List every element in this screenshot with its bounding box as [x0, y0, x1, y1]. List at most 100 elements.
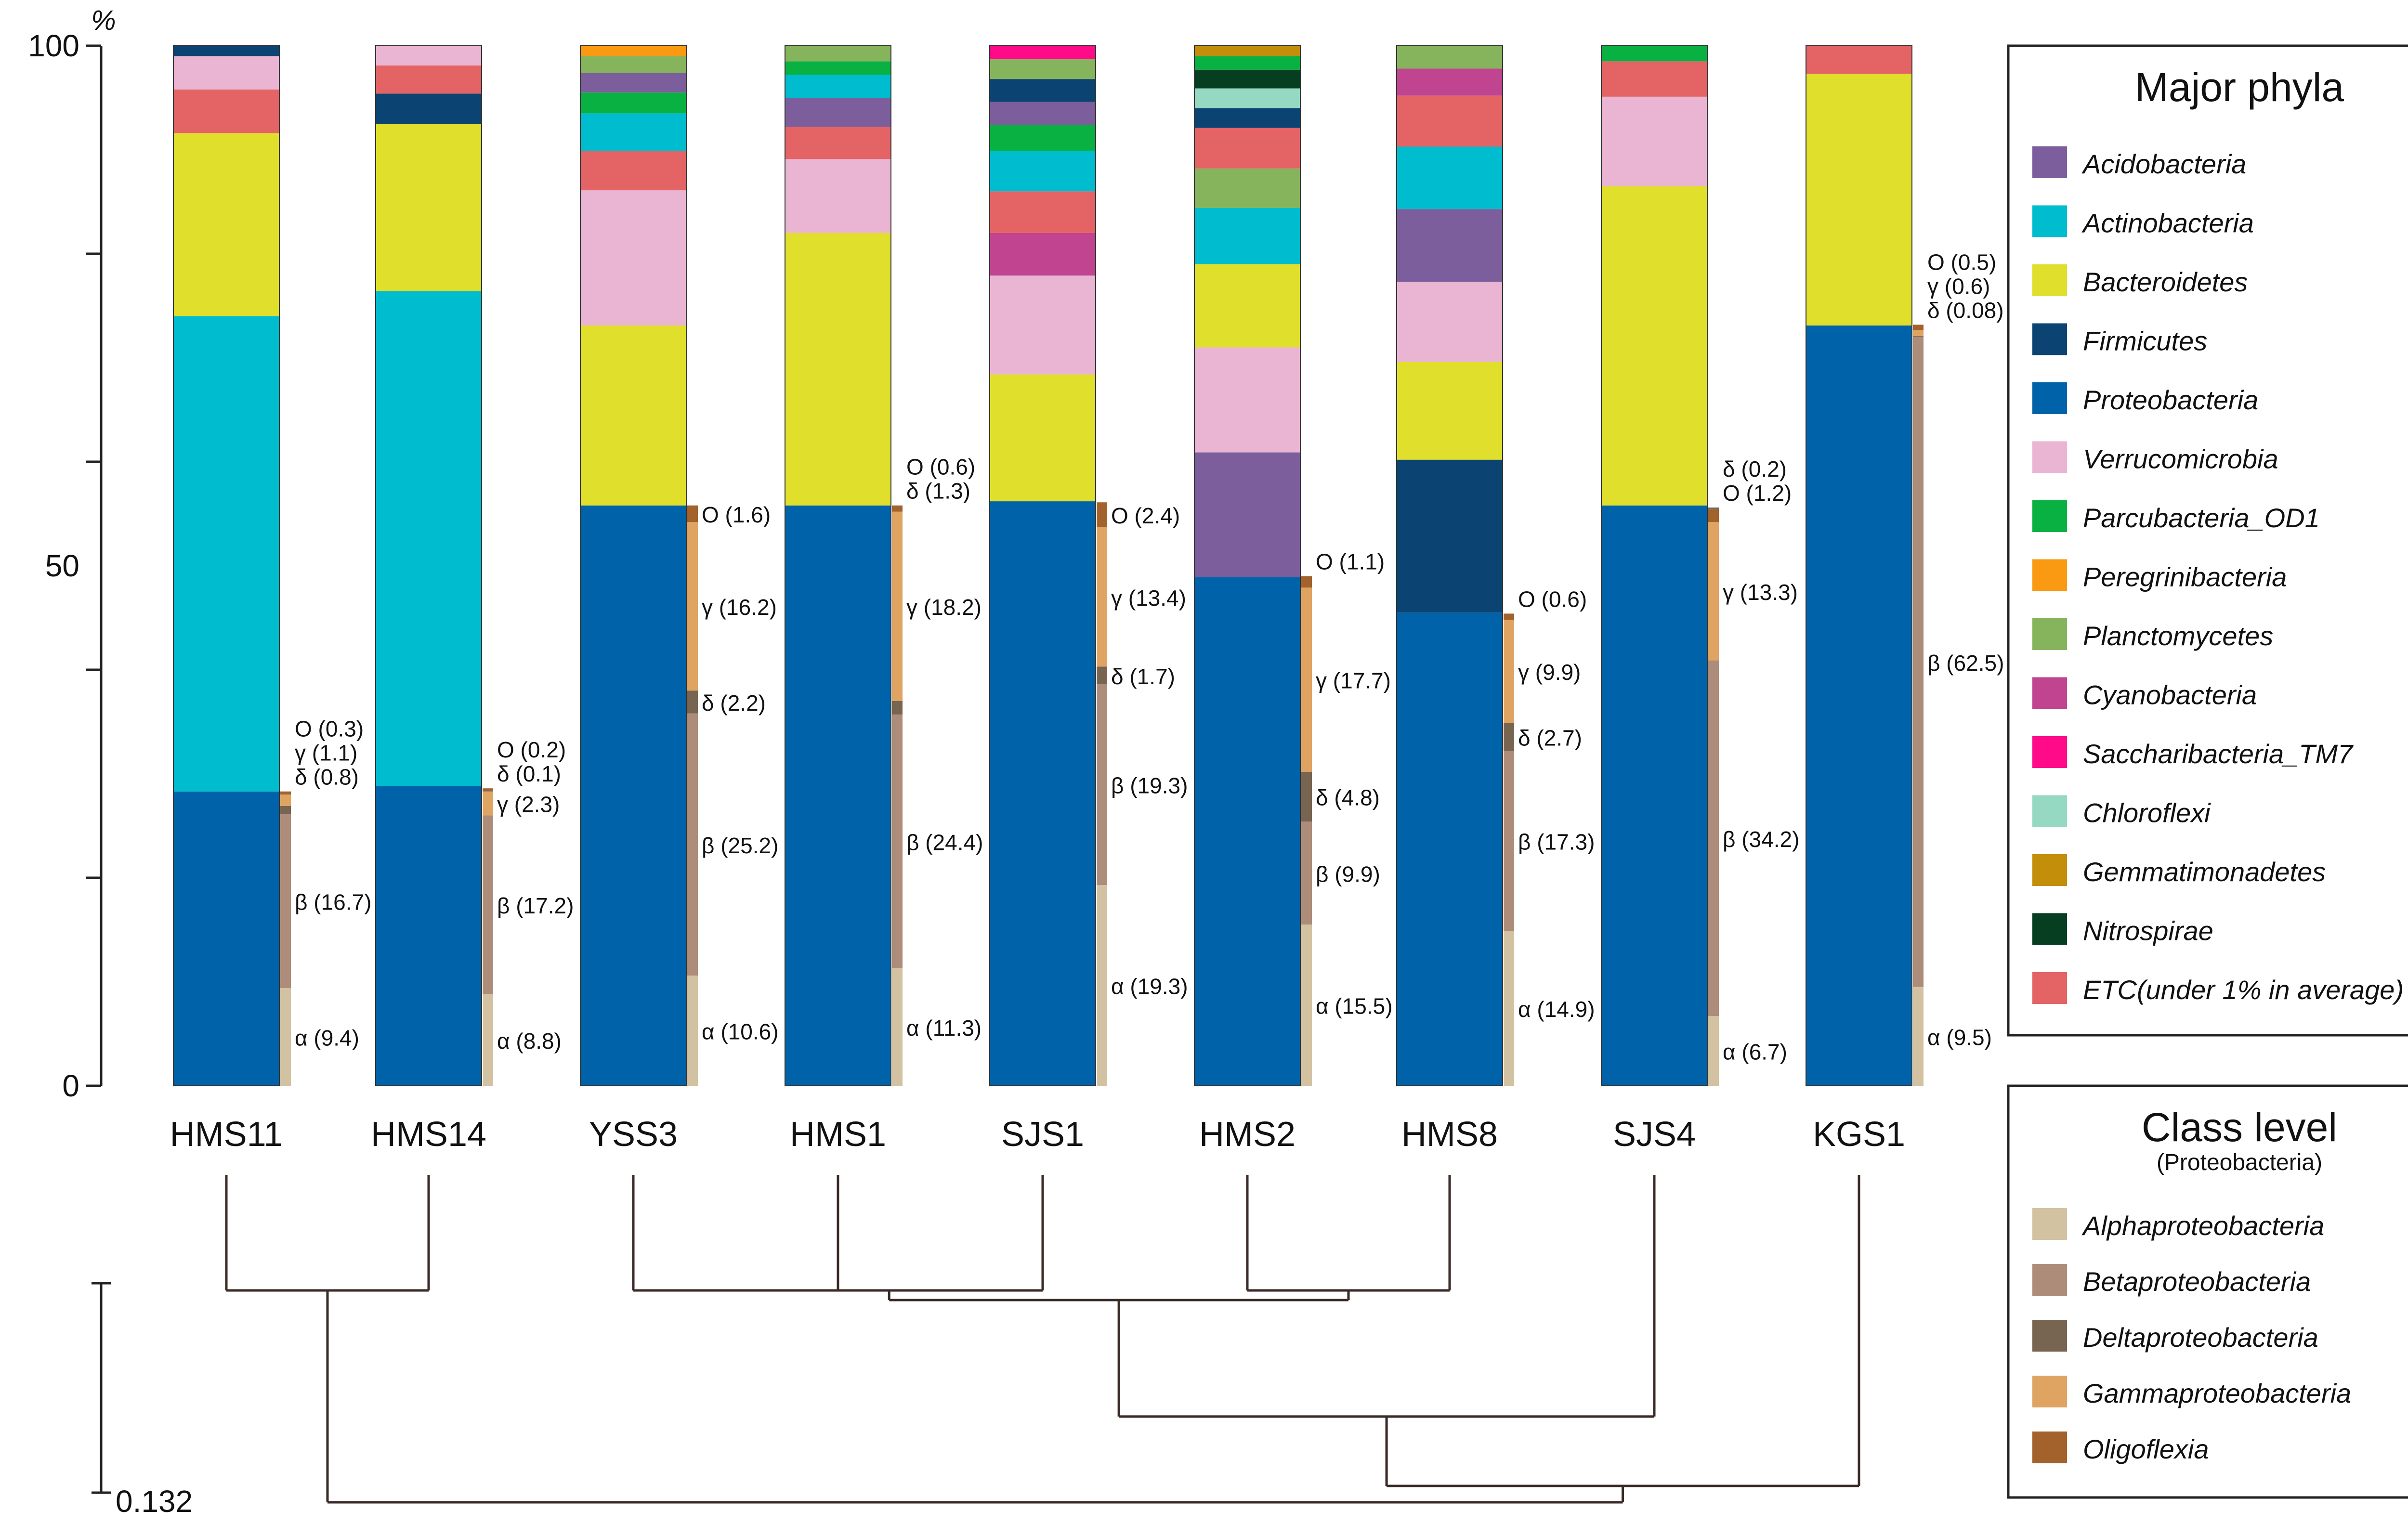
legend-label-bacteroidetes: Bacteroidetes — [2083, 267, 2248, 297]
legend-phyla: Major phyla Acidobacteria Actinobacteria Ba… — [2007, 44, 2408, 1037]
class-label-hms2-alphaproteobacteria: α (15.5) — [1316, 994, 1393, 1019]
class-segment-hms2-betaproteobacteria — [1301, 821, 1312, 925]
class-label-hms14-gammaproteobacteria: γ (2.3) — [497, 792, 560, 817]
y-tick-label: 100 — [28, 28, 79, 63]
legend-swatch-alphaproteobacteria — [2032, 1208, 2067, 1240]
bar-segment-hms1-etc-under-1-in-average — [785, 127, 891, 159]
class-segment-hms2-deltaproteobacteria — [1301, 771, 1312, 822]
legend-classes-box — [2007, 1084, 2408, 1499]
bar-segment-sjs4-parcubacteria-od1 — [1601, 46, 1707, 62]
bar-outline-hms14 — [375, 45, 482, 1086]
class-segment-hms8-oligoflexia — [1504, 613, 1514, 620]
y-axis: 0 50 100% — [28, 5, 116, 1103]
bar-segment-hms11-actinobacteria — [173, 316, 279, 792]
bar-segment-hms2-gemmatimonadetes — [1194, 46, 1300, 56]
class-segment-sjs1-oligoflexia — [1097, 502, 1107, 528]
y-tick-label: 0 — [62, 1068, 79, 1103]
class-segment-hms1-deltaproteobacteria — [892, 701, 903, 715]
class-segment-kgs1-alphaproteobacteria — [1913, 987, 1924, 1086]
bar-segment-hms2-acidobacteria — [1194, 452, 1300, 577]
bar-segment-sjs1-planctomycetes — [990, 59, 1096, 79]
class-label-kgs1-oligoflexia: O (0.5) — [1927, 249, 1996, 274]
legend-label-betaproteobacteria: Betaproteobacteria — [2083, 1266, 2311, 1297]
bar-segment-hms2-proteobacteria — [1194, 577, 1300, 1086]
class-segment-hms14-alphaproteobacteria — [483, 994, 493, 1086]
legend-label-verrucomicrobia: Verrucomicrobia — [2083, 444, 2278, 474]
class-label-hms14-oligoflexia: O (0.2) — [497, 737, 566, 762]
dendrogram: 0.132 — [92, 1175, 1860, 1519]
bar-outline-hms11 — [173, 45, 280, 1086]
class-segment-hms11-gammaproteobacteria — [280, 794, 291, 806]
bar-segment-hms1-bacteroidetes — [785, 233, 891, 506]
bar-segment-sjs1-etc-under-1-in-average — [990, 191, 1096, 233]
legend-classes: Class level(Proteobacteria) Alphaproteoba… — [2007, 1084, 2408, 1499]
class-label-sjs1-alphaproteobacteria: α (19.3) — [1111, 974, 1188, 999]
x-label-sjs4: SJS4 — [1613, 1115, 1696, 1154]
bar-segment-kgs1-bacteroidetes — [1806, 74, 1912, 326]
bar-segment-yss3-actinobacteria — [580, 113, 686, 151]
bar-segment-sjs1-verrucomicrobia — [990, 275, 1096, 375]
class-label-sjs4-deltaproteobacteria: δ (0.2) — [1723, 456, 1787, 482]
legend-swatch-etc-under-1-in-average — [2032, 972, 2067, 1004]
bar-segment-hms2-nitrospirae — [1194, 69, 1300, 89]
bar-segment-yss3-planctomycetes — [580, 56, 686, 73]
legend-swatch-bacteroidetes — [2032, 264, 2067, 296]
class-segment-sjs1-alphaproteobacteria — [1097, 885, 1107, 1086]
bar-segment-hms14-bacteroidetes — [376, 124, 482, 291]
class-segment-hms8-deltaproteobacteria — [1504, 723, 1514, 751]
legend-swatch-acidobacteria — [2032, 146, 2067, 178]
bar-segment-sjs1-acidobacteria — [990, 102, 1096, 125]
bar-outline-sjs1 — [989, 45, 1096, 1086]
legend-swatch-actinobacteria — [2032, 205, 2067, 237]
x-label-hms8: HMS8 — [1401, 1115, 1498, 1154]
bar-segment-hms2-etc-under-1-in-average — [1194, 128, 1300, 169]
class-label-hms8-gammaproteobacteria: γ (9.9) — [1518, 660, 1581, 685]
bar-outline-yss3 — [580, 45, 687, 1086]
bar-segment-hms1-planctomycetes — [785, 46, 891, 62]
class-label-hms1-betaproteobacteria: β (24.4) — [906, 830, 983, 855]
class-segment-kgs1-oligoflexia — [1913, 325, 1924, 330]
bar-segment-hms11-verrucomicrobia — [173, 56, 279, 90]
class-label-yss3-gammaproteobacteria: γ (16.2) — [702, 595, 777, 620]
class-segment-yss3-deltaproteobacteria — [687, 690, 698, 714]
bar-segment-yss3-verrucomicrobia — [580, 190, 686, 326]
class-label-sjs4-betaproteobacteria: β (34.2) — [1723, 827, 1799, 852]
class-segment-hms2-gammaproteobacteria — [1301, 587, 1312, 772]
legend-label-actinobacteria: Actinobacteria — [2081, 208, 2254, 238]
x-label-sjs1: SJS1 — [1001, 1115, 1084, 1154]
legend-phyla-box — [2007, 44, 2408, 1037]
class-segment-sjs1-betaproteobacteria — [1097, 684, 1107, 885]
class-label-kgs1-betaproteobacteria: β (62.5) — [1927, 651, 2004, 676]
class-label-hms11-deltaproteobacteria: δ (0.8) — [295, 765, 359, 790]
class-label-hms1-alphaproteobacteria: α (11.3) — [906, 1015, 982, 1041]
class-segment-yss3-gammaproteobacteria — [687, 522, 698, 691]
bar-segment-hms14-verrucomicrobia — [376, 46, 482, 66]
legend-swatch-gemmatimonadetes — [2032, 854, 2067, 886]
class-label-hms8-betaproteobacteria: β (17.3) — [1518, 829, 1595, 854]
class-segment-kgs1-deltaproteobacteria — [1913, 336, 1924, 337]
bar-outline-kgs1 — [1806, 45, 1912, 1086]
legend-label-parcubacteria-od1: Parcubacteria_OD1 — [2083, 503, 2320, 533]
class-segment-hms2-alphaproteobacteria — [1301, 924, 1312, 1086]
class-label-hms1-gammaproteobacteria: γ (18.2) — [906, 595, 982, 620]
bar-segment-hms1-acidobacteria — [785, 98, 891, 127]
class-segment-sjs1-deltaproteobacteria — [1097, 666, 1107, 685]
bar-segment-sjs4-verrucomicrobia — [1601, 96, 1707, 186]
bar-segment-sjs1-firmicutes — [990, 79, 1096, 102]
class-segment-kgs1-betaproteobacteria — [1913, 337, 1924, 987]
class-segment-hms11-deltaproteobacteria — [280, 806, 291, 815]
bar-segment-sjs1-saccharibacteria-tm7 — [990, 46, 1096, 60]
class-label-sjs4-gammaproteobacteria: γ (13.3) — [1723, 580, 1798, 605]
class-label-hms11-gammaproteobacteria: γ (1.1) — [295, 741, 357, 766]
bar-segment-yss3-bacteroidetes — [580, 325, 686, 506]
legend-classes-subtitle: (Proteobacteria) — [2157, 1150, 2322, 1175]
legend-swatch-saccharibacteria-tm7 — [2032, 736, 2067, 768]
bar-segment-hms8-firmicutes — [1397, 459, 1503, 613]
legend-label-gammaproteobacteria: Gammaproteobacteria — [2083, 1378, 2351, 1408]
class-label-hms2-deltaproteobacteria: δ (4.8) — [1316, 785, 1380, 810]
class-segment-sjs4-alphaproteobacteria — [1708, 1016, 1719, 1086]
legend-label-planctomycetes: Planctomycetes — [2083, 621, 2273, 651]
bar-segment-sjs1-actinobacteria — [990, 151, 1096, 192]
class-segment-sjs4-deltaproteobacteria — [1708, 508, 1719, 510]
